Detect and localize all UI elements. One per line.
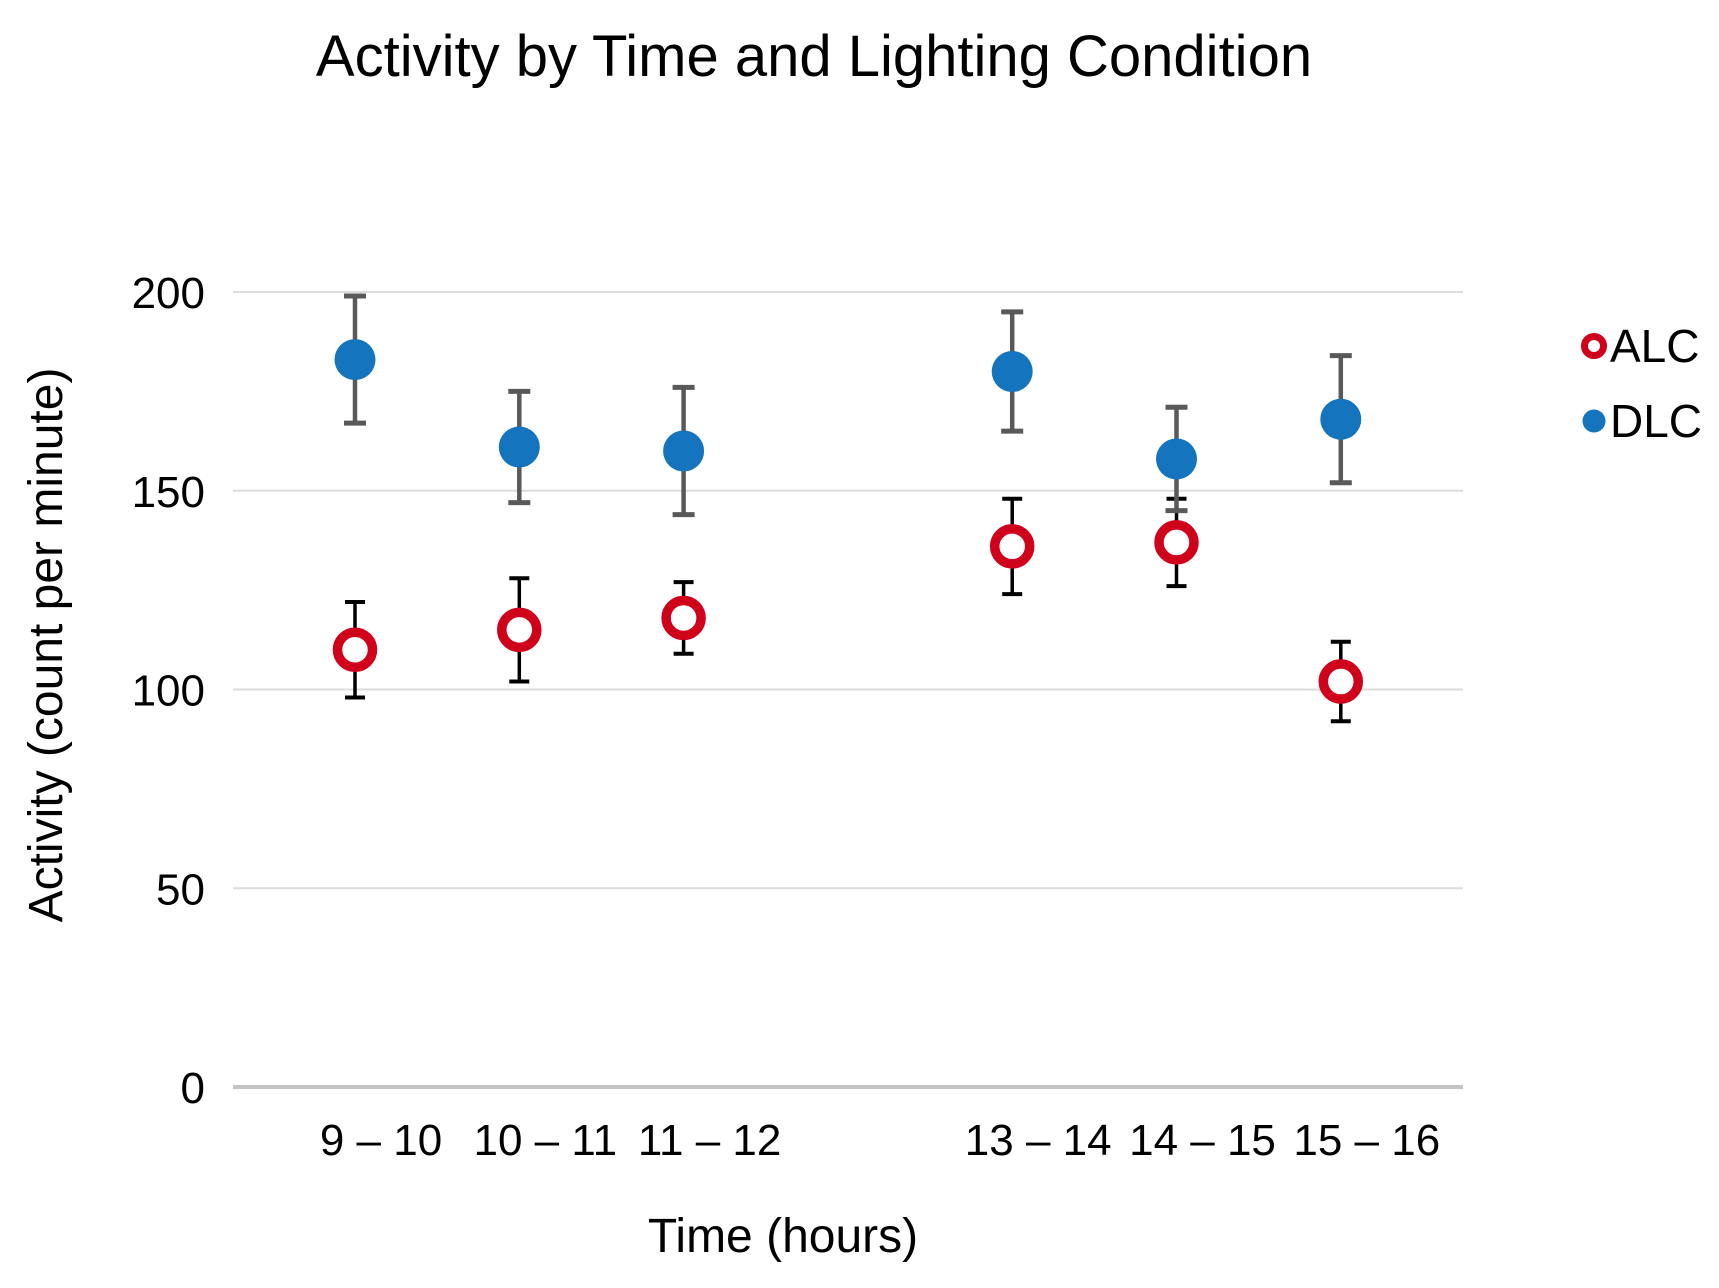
y-axis-title: Activity (count per minute)	[20, 368, 73, 923]
y-tick-label: 100	[132, 667, 205, 716]
x-tick-label: 13 – 14	[965, 1116, 1112, 1165]
data-points-layer	[332, 293, 1364, 724]
y-tick-label: 200	[132, 269, 205, 318]
gridlines-layer	[233, 291, 1463, 1089]
dlc-marker	[1156, 438, 1197, 480]
x-tick-label: 9 – 10	[320, 1116, 442, 1165]
alc-marker	[989, 524, 1035, 569]
x-axis-title: Time (hours)	[648, 1210, 918, 1263]
alc-legend-label: ALC	[1610, 320, 1699, 372]
x-tick-label: 15 – 16	[1293, 1116, 1440, 1165]
chart-title: Activity by Time and Lighting Condition	[316, 24, 1312, 89]
dlc-marker	[498, 426, 540, 468]
x-tick-label: 14 – 15	[1129, 1116, 1276, 1165]
y-tick-labels-layer: 0 50 100 150 200	[132, 269, 205, 1113]
alc-marker	[1318, 659, 1364, 704]
dlc-legend-label: DLC	[1610, 395, 1702, 447]
alc-marker	[332, 627, 378, 672]
alc-marker	[661, 595, 706, 641]
y-tick-label: 0	[181, 1064, 205, 1113]
alc-legend-marker-icon	[1581, 333, 1607, 359]
dlc-marker	[991, 351, 1033, 392]
alc-marker	[1154, 520, 1199, 565]
x-tick-labels-layer: 9 – 10 10 – 11 11 – 12 13 – 14 14 – 15 15 – 1…	[320, 1116, 1440, 1165]
y-tick-label: 50	[156, 865, 205, 914]
legend: ALC DLC	[1581, 320, 1702, 447]
y-tick-label: 150	[132, 468, 205, 517]
dlc-marker	[1320, 398, 1362, 440]
x-tick-label: 11 – 12	[638, 1116, 782, 1165]
dlc-marker	[663, 430, 705, 472]
x-tick-label: 10 – 11	[474, 1116, 618, 1165]
alc-marker	[497, 607, 542, 653]
dlc-marker	[334, 339, 376, 381]
dlc-legend-marker-icon	[1582, 409, 1606, 433]
